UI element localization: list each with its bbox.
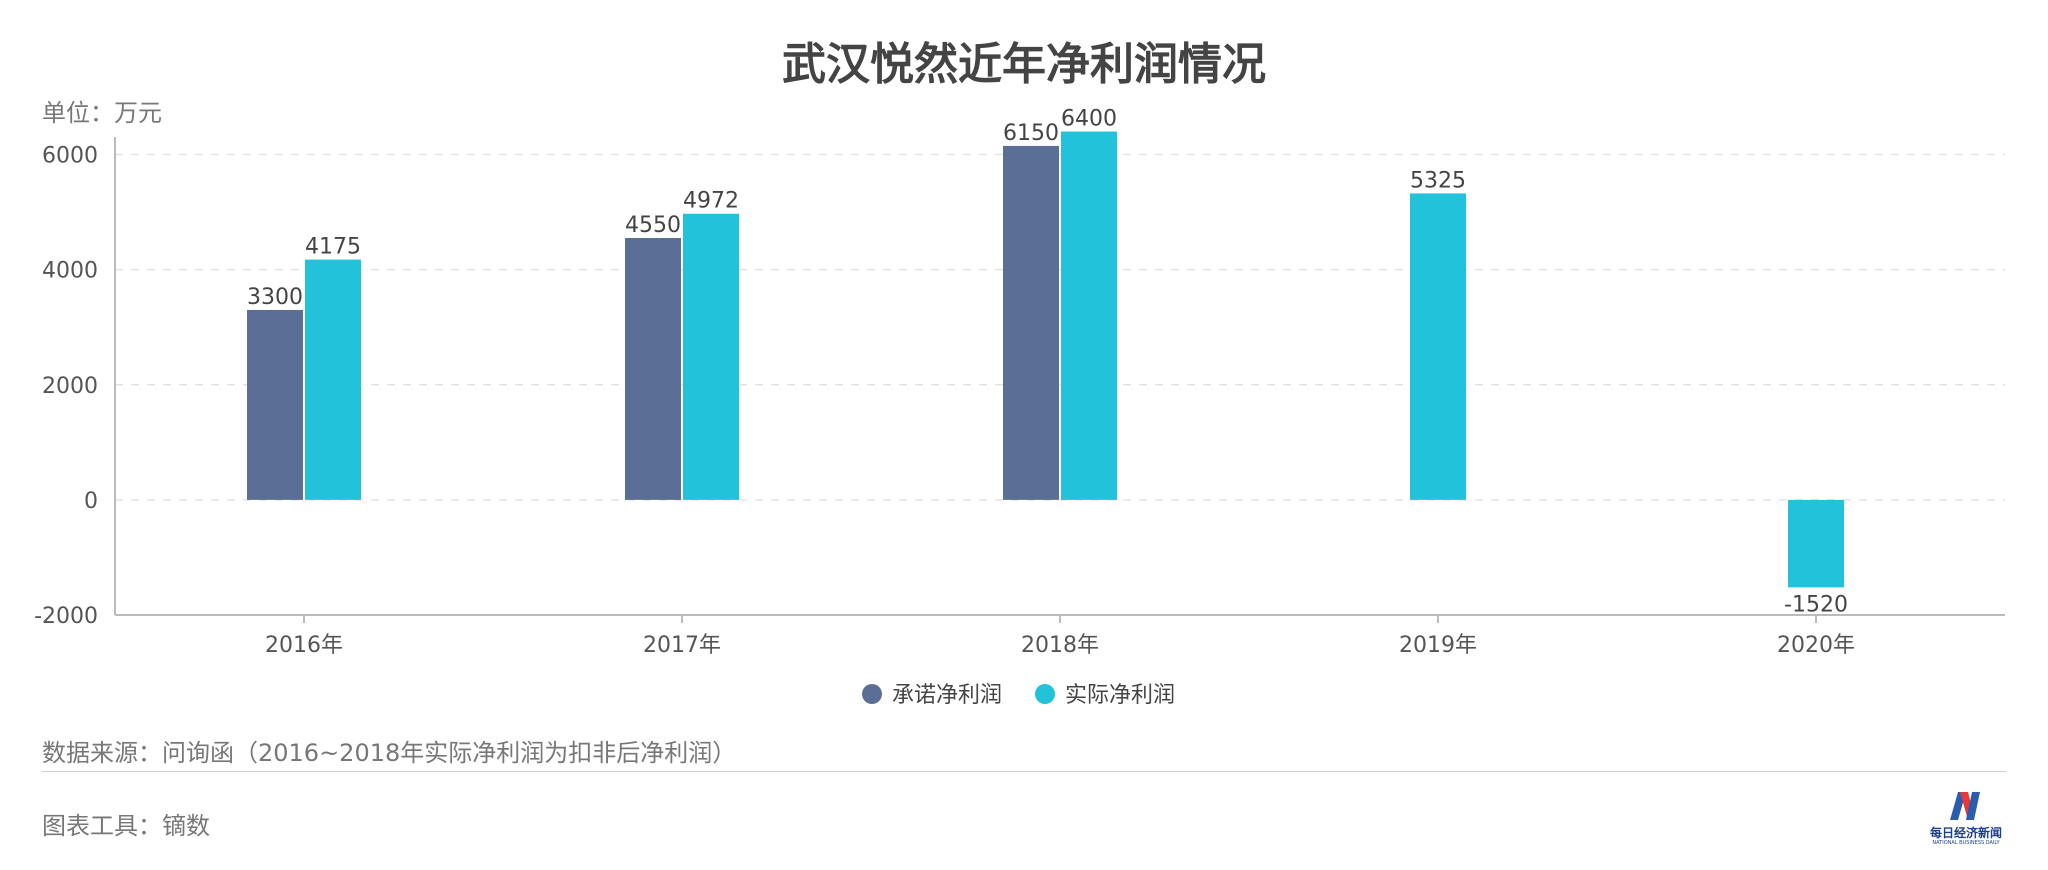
unit-label: 单位：万元 [42, 99, 162, 127]
data-label: -1520 [1784, 592, 1848, 617]
y-tick-label: 6000 [42, 144, 98, 169]
data-label: 5325 [1410, 168, 1466, 193]
legend-label: 承诺净利润 [892, 683, 1002, 708]
nbd-logo-icon [1950, 792, 1980, 820]
y-tick-label: -2000 [34, 604, 98, 629]
x-tick-label: 2019年 [1399, 633, 1477, 658]
bar [1061, 131, 1117, 500]
bar [1003, 145, 1059, 500]
data-label: 6150 [1003, 121, 1059, 146]
data-label: 6400 [1061, 107, 1117, 132]
chart-title: 武汉悦然近年净利润情况 [782, 39, 1266, 90]
legend-swatch [1035, 684, 1055, 704]
bar [305, 259, 361, 500]
bar [1410, 193, 1466, 500]
y-tick-label: 0 [84, 489, 98, 514]
data-label: 3300 [247, 285, 303, 310]
logo-name: 每日经济新闻 [1929, 826, 2002, 840]
legend-swatch [862, 684, 882, 704]
chart-tool-credit: 图表工具：镝数 [42, 812, 210, 840]
y-tick-label: 2000 [42, 374, 98, 399]
bar [683, 213, 739, 500]
x-tick-label: 2018年 [1021, 633, 1099, 658]
y-tick-label: 4000 [42, 259, 98, 284]
data-label: 4550 [625, 213, 681, 238]
logo-subtitle: NATIONAL BUSINESS DAILY [1932, 840, 2000, 846]
x-tick-label: 2017年 [643, 633, 721, 658]
nbd-logo: 每日经济新闻 NATIONAL BUSINESS DAILY [1920, 788, 2012, 848]
footer-divider [42, 771, 2006, 772]
data-label: 4175 [305, 235, 361, 260]
x-tick-label: 2020年 [1777, 633, 1855, 658]
bar [625, 238, 681, 500]
bar [247, 309, 303, 500]
data-label: 4972 [683, 189, 739, 214]
data-source-note: 数据来源：问询函（2016~2018年实际净利润为扣非后净利润） [42, 739, 737, 767]
bar [1788, 499, 1844, 588]
x-tick-label: 2016年 [265, 633, 343, 658]
legend-label: 实际净利润 [1065, 683, 1175, 708]
